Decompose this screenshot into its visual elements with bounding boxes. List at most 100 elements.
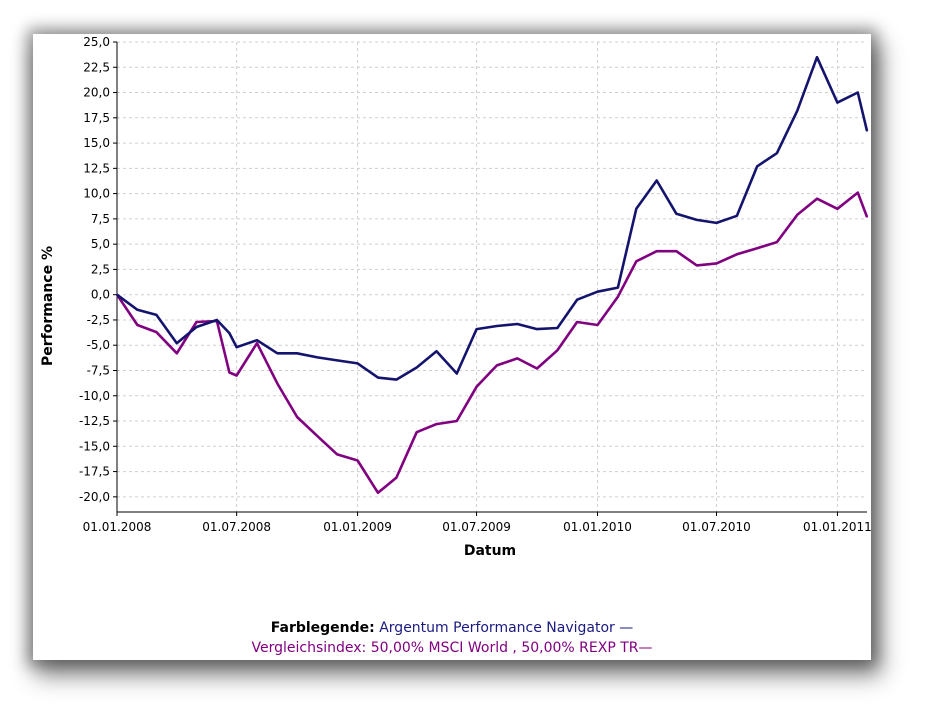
legend-series-2: Vergleichsindex: 50,00% MSCI World , 50,… xyxy=(251,640,653,656)
y-axis-title: Performance % xyxy=(40,246,56,366)
data-point-series-2 xyxy=(675,250,678,252)
data-point-series-2 xyxy=(176,352,178,355)
y-tick-label: -12,5 xyxy=(79,414,110,428)
data-point-series-1 xyxy=(155,314,158,316)
data-point-series-2 xyxy=(556,349,559,352)
data-point-series-1 xyxy=(435,350,438,353)
data-point-series-2 xyxy=(395,476,398,479)
data-point-series-1 xyxy=(836,101,839,104)
data-point-series-1 xyxy=(715,222,718,224)
data-point-series-1 xyxy=(617,286,619,289)
series-line-2 xyxy=(115,191,869,495)
x-tick-label: 01.07.2009 xyxy=(442,520,511,534)
y-tick-label: 25,0 xyxy=(83,35,110,49)
data-point-series-1 xyxy=(195,326,198,328)
data-point-series-1 xyxy=(866,130,868,132)
data-point-series-2 xyxy=(316,435,319,438)
y-tick-label: 22,5 xyxy=(83,60,110,74)
grid xyxy=(116,41,867,512)
y-tick-label: -2,5 xyxy=(87,313,110,327)
data-point-series-1 xyxy=(296,352,298,355)
data-point-series-2 xyxy=(576,321,578,323)
data-point-series-1 xyxy=(556,327,559,329)
data-point-series-2 xyxy=(617,295,619,298)
data-point-series-1 xyxy=(696,219,698,221)
data-point-series-2 xyxy=(235,374,238,377)
data-point-series-2 xyxy=(475,385,478,388)
data-point-series-1 xyxy=(475,328,478,330)
data-point-series-2 xyxy=(155,331,158,333)
data-point-series-1 xyxy=(536,328,538,330)
data-point-series-1 xyxy=(377,376,379,379)
data-point-series-2 xyxy=(195,321,198,323)
data-point-series-2 xyxy=(415,431,418,434)
y-tick-label: 20,0 xyxy=(83,86,110,100)
y-tick-label: -17,5 xyxy=(79,465,110,479)
axes xyxy=(116,42,867,513)
data-point-series-2 xyxy=(776,241,778,243)
data-point-series-2 xyxy=(276,382,279,385)
data-point-series-2 xyxy=(136,324,139,326)
data-point-series-1 xyxy=(596,290,599,293)
data-point-series-2 xyxy=(456,420,458,422)
data-point-series-1 xyxy=(415,366,418,369)
data-point-series-2 xyxy=(296,416,298,418)
data-point-series-1 xyxy=(116,293,118,296)
y-tick-label: 2,5 xyxy=(91,262,110,276)
series-line-1 xyxy=(116,55,869,381)
legend: Farblegende: Argentum Performance Naviga… xyxy=(33,618,871,658)
data-point-series-2 xyxy=(715,262,718,265)
data-point-series-1 xyxy=(176,342,178,345)
data-point-series-2 xyxy=(256,342,258,345)
data-point-series-2 xyxy=(336,453,339,456)
x-tick-label: 01.07.2008 xyxy=(202,520,271,534)
data-point-series-1 xyxy=(228,332,231,334)
data-point-series-2 xyxy=(596,324,599,326)
data-point-series-1 xyxy=(675,213,678,215)
data-point-series-1 xyxy=(256,339,258,342)
data-point-series-1 xyxy=(496,325,498,327)
legend-row-1: Farblegende: Argentum Performance Naviga… xyxy=(33,618,871,638)
data-point-series-1 xyxy=(356,362,359,365)
x-tick-label: 01.01.2009 xyxy=(323,520,392,534)
x-tick-label: 01.07.2010 xyxy=(682,520,751,534)
data-point-series-1 xyxy=(736,215,738,217)
data-point-series-2 xyxy=(536,367,538,370)
data-point-series-2 xyxy=(356,459,359,462)
data-point-series-1 xyxy=(316,356,319,359)
data-point-series-1 xyxy=(216,319,218,321)
performance-chart: 25,0 22,5 20,0 17,5 15,0 12,5 10,0 7,5 5,0 2,5 0,0… xyxy=(40,35,871,559)
data-point-series-2 xyxy=(377,492,379,494)
legend-row-2: Vergleichsindex: 50,00% MSCI World , 50,… xyxy=(33,638,871,658)
legend-label: Farblegende: xyxy=(270,620,375,636)
x-tick-label: 01.01.2008 xyxy=(83,520,152,534)
data-point-series-1 xyxy=(655,179,658,182)
x-tick-label: 01.01.2010 xyxy=(563,520,632,534)
x-axis-ticks: 01.01.2008 01.07.2008 01.01.2009 01.07.2009… xyxy=(83,512,871,534)
legend-series-1: Argentum Performance Navigator — xyxy=(379,620,634,636)
data-point-series-2 xyxy=(435,423,438,425)
data-point-series-1 xyxy=(796,109,799,112)
data-point-series-2 xyxy=(756,247,758,249)
data-point-series-2 xyxy=(228,371,231,374)
data-point-series-2 xyxy=(655,250,658,252)
y-tick-label: 12,5 xyxy=(83,161,110,175)
y-tick-label: 7,5 xyxy=(91,212,110,226)
data-point-series-1 xyxy=(276,352,279,355)
data-point-series-1 xyxy=(456,372,458,375)
y-tick-label: -15,0 xyxy=(79,439,110,453)
y-axis-ticks: 25,0 22,5 20,0 17,5 15,0 12,5 10,0 7,5 5,0 2,5 0,0… xyxy=(79,35,117,504)
data-point-series-2 xyxy=(796,214,799,216)
y-tick-label: 5,0 xyxy=(91,237,110,251)
data-point-series-1 xyxy=(235,346,238,349)
data-point-series-1 xyxy=(576,298,578,301)
data-point-series-1 xyxy=(136,309,139,311)
data-point-series-2 xyxy=(516,357,519,360)
data-point-series-1 xyxy=(857,91,859,94)
y-tick-label: 10,0 xyxy=(83,187,110,201)
x-axis-title: Datum xyxy=(464,543,516,559)
data-point-series-1 xyxy=(395,378,398,381)
data-point-series-1 xyxy=(756,165,758,168)
y-tick-label: -20,0 xyxy=(79,490,110,504)
data-point-series-1 xyxy=(776,152,778,154)
